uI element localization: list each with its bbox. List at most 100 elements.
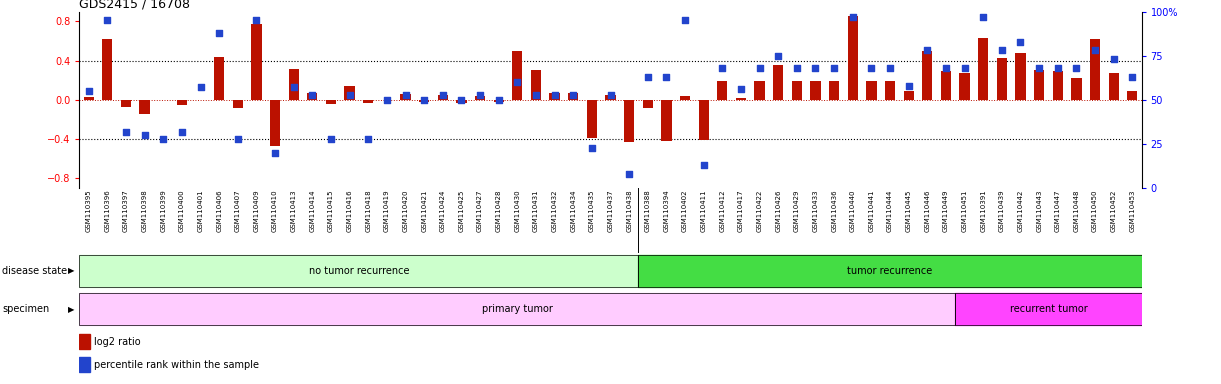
- Text: GSM110441: GSM110441: [868, 189, 874, 232]
- Point: [1122, 74, 1142, 80]
- Text: ▶: ▶: [68, 305, 74, 314]
- Text: GSM110407: GSM110407: [234, 189, 241, 232]
- Bar: [493, 100, 504, 102]
- Text: GSM110444: GSM110444: [886, 189, 893, 232]
- Text: GSM110449: GSM110449: [943, 189, 949, 232]
- Text: GSM110420: GSM110420: [403, 189, 409, 232]
- Text: GSM110435: GSM110435: [589, 189, 595, 232]
- Bar: [437, 95, 448, 100]
- Bar: [1034, 70, 1044, 100]
- Point: [750, 65, 769, 71]
- Point: [917, 47, 937, 53]
- Bar: [79, 293, 955, 325]
- Bar: [344, 86, 355, 100]
- Text: GSM110447: GSM110447: [1055, 189, 1061, 232]
- Point: [880, 65, 900, 71]
- Bar: [1071, 78, 1082, 100]
- Point: [526, 91, 546, 98]
- Point: [228, 136, 248, 142]
- Bar: [79, 357, 90, 372]
- Text: GSM110416: GSM110416: [347, 189, 353, 232]
- Bar: [955, 293, 1142, 325]
- Bar: [791, 81, 802, 100]
- Point: [1067, 65, 1087, 71]
- Point: [1011, 38, 1031, 45]
- Point: [731, 86, 751, 92]
- Text: GSM110437: GSM110437: [608, 189, 613, 232]
- Point: [172, 129, 192, 135]
- Point: [545, 91, 564, 98]
- Point: [284, 84, 304, 91]
- Text: GSM110442: GSM110442: [1017, 189, 1023, 232]
- Point: [993, 47, 1012, 53]
- Text: GSM110418: GSM110418: [365, 189, 371, 232]
- Text: GSM110453: GSM110453: [1129, 189, 1136, 232]
- Point: [414, 97, 433, 103]
- Bar: [363, 100, 374, 103]
- Point: [619, 171, 639, 177]
- Text: GSM110400: GSM110400: [178, 189, 184, 232]
- Point: [955, 65, 974, 71]
- Text: GSM110422: GSM110422: [757, 189, 763, 232]
- Point: [1029, 65, 1049, 71]
- Bar: [624, 100, 634, 142]
- Bar: [773, 66, 784, 100]
- Text: GSM110424: GSM110424: [440, 189, 446, 232]
- Bar: [960, 73, 969, 100]
- Text: GSM110428: GSM110428: [496, 189, 502, 232]
- Text: GSM110414: GSM110414: [309, 189, 315, 232]
- Text: GSM110406: GSM110406: [216, 189, 222, 232]
- Point: [675, 17, 695, 23]
- Point: [396, 91, 415, 98]
- Text: GSM110425: GSM110425: [458, 189, 464, 232]
- Point: [190, 84, 210, 91]
- Text: percentile rank within the sample: percentile rank within the sample: [94, 360, 259, 370]
- Bar: [121, 100, 131, 107]
- Bar: [103, 39, 112, 100]
- Text: GSM110394: GSM110394: [663, 189, 669, 232]
- Bar: [568, 93, 579, 100]
- Text: GSM110395: GSM110395: [85, 189, 92, 232]
- Point: [321, 136, 341, 142]
- Text: GSM110388: GSM110388: [645, 189, 651, 232]
- Text: specimen: specimen: [2, 304, 50, 314]
- Bar: [639, 255, 1142, 287]
- Bar: [922, 51, 933, 100]
- Bar: [606, 95, 615, 100]
- Text: GSM110439: GSM110439: [999, 189, 1005, 232]
- Point: [973, 14, 993, 20]
- Bar: [326, 100, 336, 104]
- Text: GSM110413: GSM110413: [291, 189, 297, 232]
- Text: log2 ratio: log2 ratio: [94, 337, 140, 347]
- Bar: [419, 100, 430, 102]
- Point: [79, 88, 99, 94]
- Text: GSM110448: GSM110448: [1073, 189, 1079, 232]
- Text: GSM110415: GSM110415: [328, 189, 335, 232]
- Text: GSM110446: GSM110446: [924, 189, 930, 232]
- Bar: [139, 100, 150, 114]
- Point: [98, 17, 117, 23]
- Text: no tumor recurrence: no tumor recurrence: [309, 266, 409, 276]
- Text: GSM110426: GSM110426: [775, 189, 781, 232]
- Text: GDS2415 / 16708: GDS2415 / 16708: [79, 0, 190, 10]
- Text: GSM110427: GSM110427: [477, 189, 484, 232]
- Point: [899, 83, 918, 89]
- Text: GSM110430: GSM110430: [514, 189, 520, 232]
- Bar: [996, 58, 1007, 100]
- Text: GSM110434: GSM110434: [570, 189, 576, 232]
- Point: [470, 91, 490, 98]
- Text: GSM110445: GSM110445: [906, 189, 912, 232]
- Point: [1104, 56, 1123, 62]
- Text: GSM110396: GSM110396: [104, 189, 110, 232]
- Point: [377, 97, 397, 103]
- Point: [452, 97, 471, 103]
- Bar: [698, 100, 709, 140]
- Bar: [829, 81, 839, 100]
- Point: [768, 53, 788, 59]
- Point: [154, 136, 173, 142]
- Bar: [955, 293, 1142, 325]
- Bar: [531, 70, 541, 100]
- Bar: [400, 94, 410, 100]
- Text: recurrent tumor: recurrent tumor: [1010, 304, 1088, 314]
- Bar: [639, 255, 1142, 287]
